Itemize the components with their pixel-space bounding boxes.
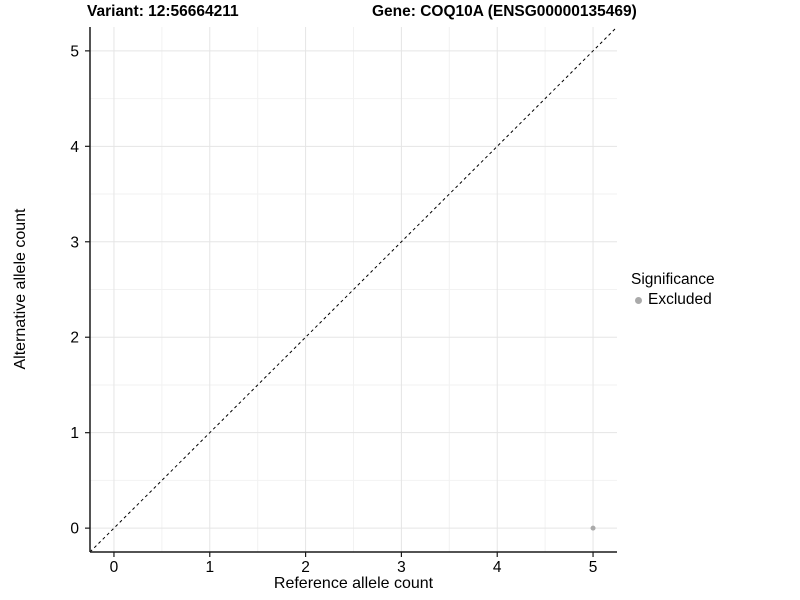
x-axis-label: Reference allele count xyxy=(273,575,434,592)
x-tick-label: 1 xyxy=(205,559,214,576)
excluded-marker-icon xyxy=(635,296,642,304)
y-tick-label: 1 xyxy=(70,425,79,442)
x-tick-label: 2 xyxy=(301,559,310,576)
legend-title: Significance xyxy=(631,271,715,288)
plot-title-gene: Gene: COQ10A (ENSG00000135469) xyxy=(372,3,637,20)
legend-entry-excluded: Excluded xyxy=(631,291,715,309)
legend-entry-label: Excluded xyxy=(648,291,712,308)
plot-title-variant: Variant: 12:56664211 xyxy=(87,3,239,20)
x-tick-label: 5 xyxy=(589,559,598,576)
x-tick-label: 3 xyxy=(397,559,406,576)
y-tick-label: 2 xyxy=(70,330,79,347)
y-tick-label: 3 xyxy=(70,234,79,251)
legend: Significance Excluded xyxy=(631,271,715,309)
y-axis-label: Alternative allele count xyxy=(12,208,29,370)
data-point-excluded xyxy=(590,525,596,531)
y-tick-label: 5 xyxy=(70,43,79,60)
x-tick-label: 4 xyxy=(493,559,502,576)
x-tick-label: 0 xyxy=(110,559,119,576)
y-tick-label: 4 xyxy=(70,139,79,156)
identity-reference-line xyxy=(89,26,618,553)
y-tick-label: 0 xyxy=(70,521,79,538)
